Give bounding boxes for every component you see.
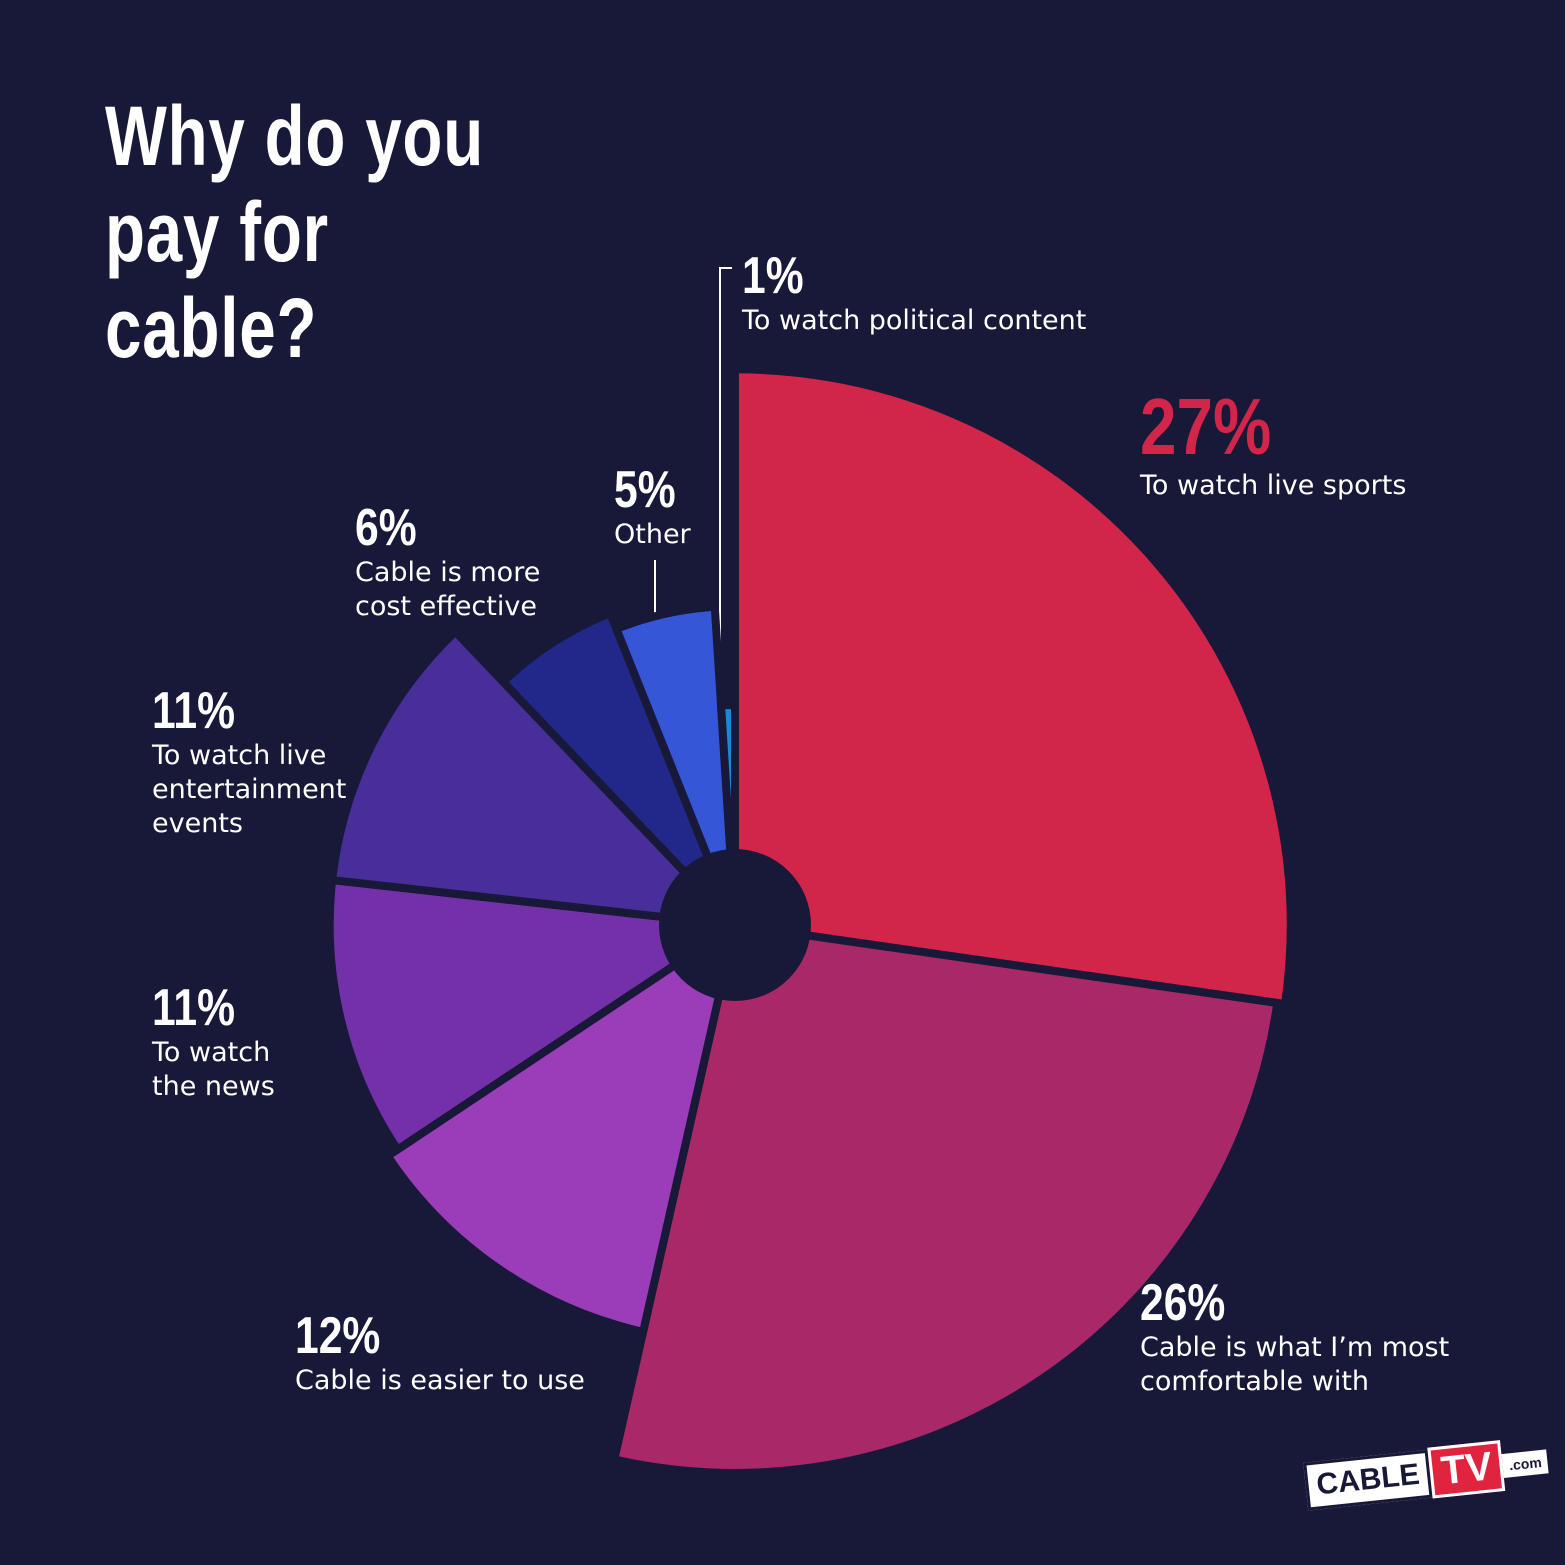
slice-label: 11% To watch live entertainment events (152, 683, 362, 841)
slice (325, 875, 747, 1156)
leader-line (719, 267, 732, 700)
slice-label: 1% To watch political content (742, 248, 1142, 338)
value-label: 6% (355, 499, 417, 557)
slice (327, 625, 746, 931)
value-label: 11% (152, 979, 235, 1037)
category-label: Cable is what I’m most comfortable with (1140, 1332, 1450, 1397)
category-label: To watch the news (152, 1037, 275, 1102)
value-label: 1% (742, 247, 804, 305)
category-label: Cable is easier to use (295, 1365, 585, 1396)
chart-title: Why do you pay for cable? (105, 89, 485, 375)
value-label: 27% (1140, 382, 1272, 471)
category-label: Other (614, 519, 691, 550)
logo-mark: TV (1427, 1440, 1506, 1499)
value-label: 12% (295, 1307, 381, 1365)
value-label: 11% (152, 682, 235, 740)
category-label: To watch political content (742, 305, 1087, 336)
logo-suffix: .com (1501, 1448, 1549, 1478)
slice-label: 11% To watch the news (152, 980, 292, 1104)
slice-label: 5% Other (614, 462, 724, 552)
slice (611, 602, 739, 927)
slice-label: 6% Cable is more cost effective (355, 500, 555, 624)
category-label: To watch live entertainment events (152, 740, 347, 839)
slice (609, 920, 1282, 1477)
slice-label: 26% Cable is what I’m most comfortable wi… (1140, 1275, 1460, 1399)
slice (497, 607, 739, 928)
category-label: To watch live sports (1140, 470, 1407, 501)
slice-label: 27% To watch live sports (1140, 385, 1440, 503)
slice (731, 365, 1295, 1009)
value-label: 5% (614, 461, 676, 519)
center-hole (659, 849, 811, 1001)
slice-label: 12% Cable is easier to use (295, 1308, 595, 1398)
slice (382, 916, 742, 1337)
category-label: Cable is more cost effective (355, 557, 541, 622)
value-label: 26% (1140, 1274, 1226, 1332)
